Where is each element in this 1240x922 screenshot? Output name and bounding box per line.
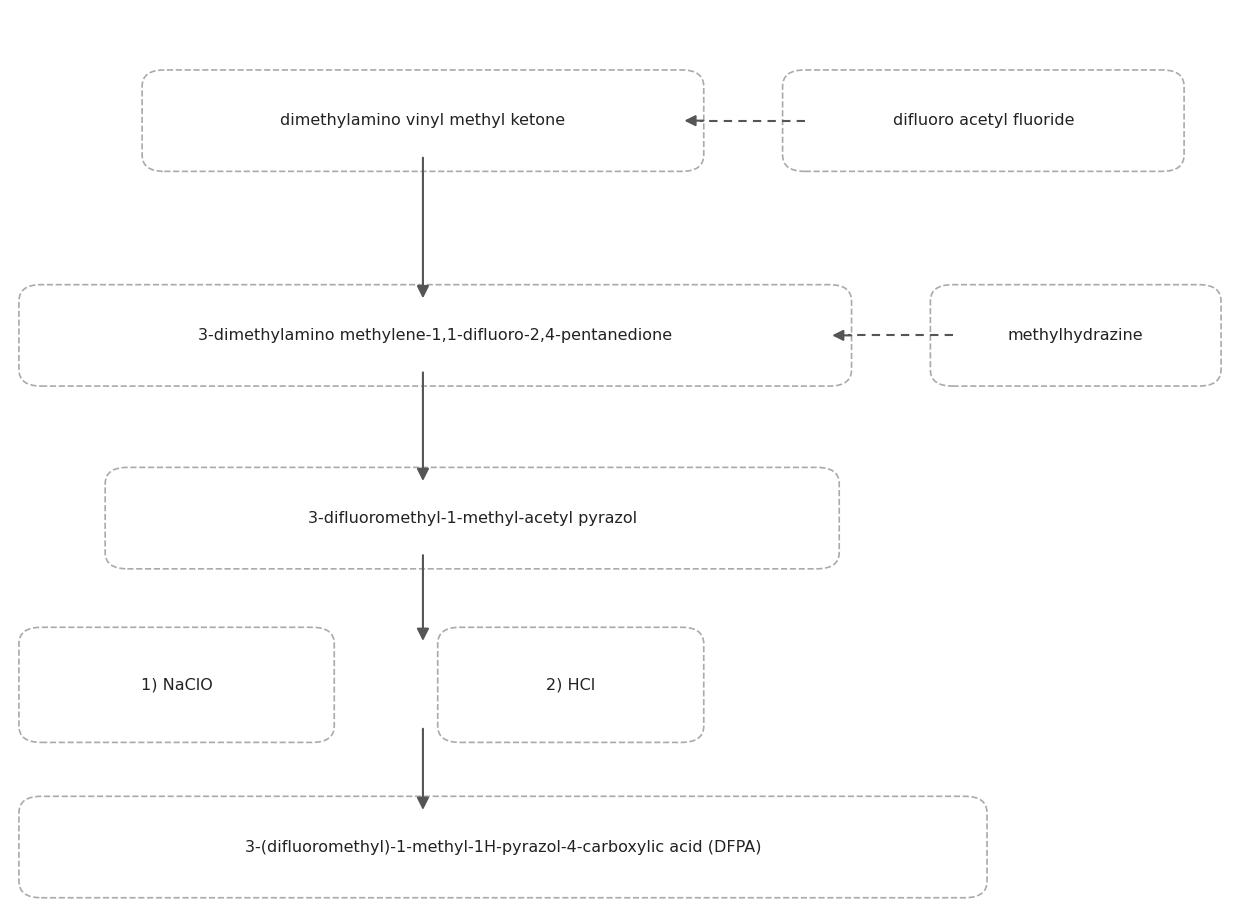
Text: 3-(difluoromethyl)-1-methyl-1H-pyrazol-4-carboxylic acid (DFPA): 3-(difluoromethyl)-1-methyl-1H-pyrazol-4… [244,840,761,855]
FancyBboxPatch shape [19,797,987,898]
FancyBboxPatch shape [19,285,852,386]
Text: 1) NaClO: 1) NaClO [140,678,212,692]
FancyBboxPatch shape [438,627,704,742]
FancyBboxPatch shape [782,70,1184,171]
Text: 2) HCl: 2) HCl [546,678,595,692]
Text: methylhydrazine: methylhydrazine [1008,328,1143,343]
Text: difluoro acetyl fluoride: difluoro acetyl fluoride [893,113,1074,128]
Text: dimethylamino vinyl methyl ketone: dimethylamino vinyl methyl ketone [280,113,565,128]
Text: 3-difluoromethyl-1-methyl-acetyl pyrazol: 3-difluoromethyl-1-methyl-acetyl pyrazol [308,511,637,526]
FancyBboxPatch shape [19,627,335,742]
Text: 3-dimethylamino methylene-1,1-difluoro-2,4-pentanedione: 3-dimethylamino methylene-1,1-difluoro-2… [198,328,672,343]
FancyBboxPatch shape [930,285,1221,386]
FancyBboxPatch shape [105,467,839,569]
FancyBboxPatch shape [143,70,704,171]
